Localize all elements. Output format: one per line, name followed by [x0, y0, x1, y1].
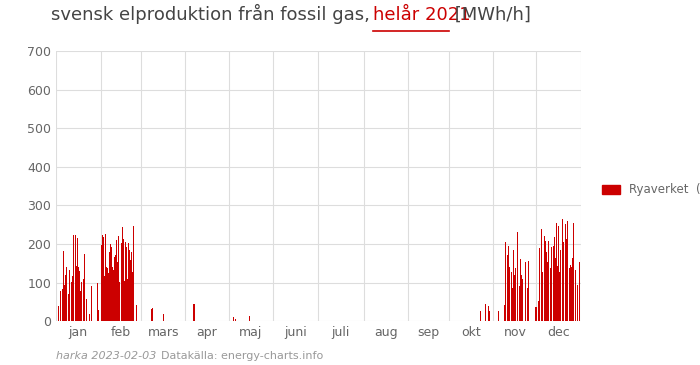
Text: svensk elproduktion från fossil gas,: svensk elproduktion från fossil gas,: [50, 4, 375, 24]
Text: harka 2023-02-03: harka 2023-02-03: [56, 351, 156, 361]
Text: Datakälla: energy-charts.info: Datakälla: energy-charts.info: [161, 351, 323, 361]
Text: [MWh/h]: [MWh/h]: [449, 6, 531, 24]
Text: helår 2021: helår 2021: [372, 6, 470, 24]
Legend: Ryaverket  (Gbg): Ryaverket (Gbg): [597, 178, 700, 201]
